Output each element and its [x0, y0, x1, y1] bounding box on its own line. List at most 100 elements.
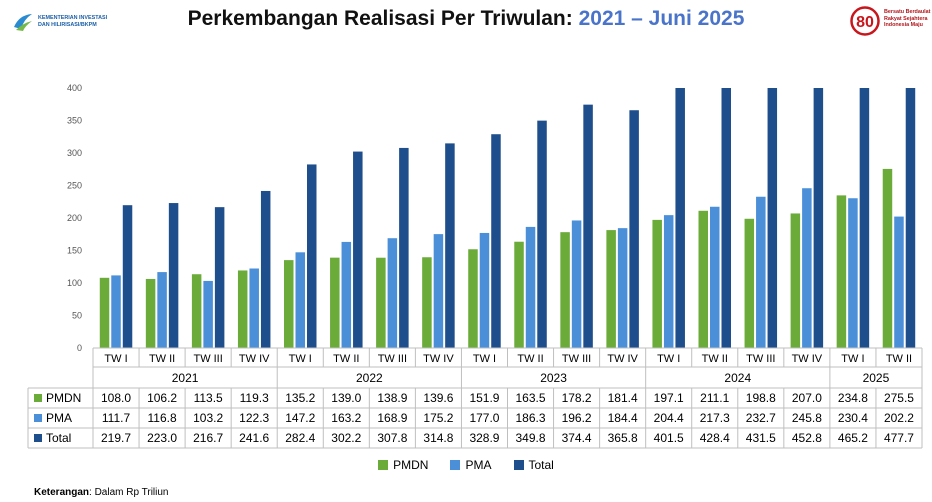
y-tick-label: 200 — [67, 213, 82, 223]
legend-swatch-pma — [450, 460, 461, 470]
legend-label-pma: PMA — [465, 458, 492, 472]
title-highlight: 2021 – Juni 2025 — [578, 7, 745, 30]
ministry-logo: KEMENTERIAN INVESTASI DAN HILIRISASI/BKP… — [12, 8, 142, 36]
motto-line2: Rakyat Sejahtera — [884, 15, 928, 22]
data-label: 116.8 — [148, 411, 177, 425]
data-label: 178.2 — [562, 391, 592, 405]
bar-pma — [433, 234, 444, 348]
title-main: Perkembangan Realisasi Per Triwulan: — [187, 7, 579, 30]
anniversary-number: 80 — [856, 14, 874, 31]
bar-total — [905, 88, 916, 348]
data-label: 275.5 — [884, 391, 914, 405]
y-tick-label: 250 — [67, 181, 82, 191]
bar-pma — [894, 216, 904, 348]
bar-pmdn — [514, 241, 524, 348]
year-label: 2021 — [172, 371, 199, 385]
legend-label-pmdn: PMDN — [393, 458, 429, 472]
x-tick-label: TW IV — [607, 353, 638, 365]
bar-pmdn — [744, 218, 755, 348]
bar-pma — [387, 238, 398, 348]
anniversary-80-icon: 80 — [850, 6, 880, 36]
bar-pmdn — [330, 257, 340, 348]
data-label: 282.4 — [285, 431, 315, 445]
x-tick-label: TW III — [746, 353, 775, 365]
data-label: 211.1 — [700, 391, 729, 405]
bar-pmdn — [836, 195, 847, 348]
bar-pma — [802, 188, 812, 348]
ministry-name-line2: DAN HILIRISASI/BKPM — [38, 22, 97, 28]
data-label: 302.2 — [331, 431, 361, 445]
data-label: 223.0 — [147, 431, 177, 445]
year-label: 2024 — [724, 371, 751, 385]
bar-pmdn — [145, 278, 156, 348]
data-label: 230.4 — [838, 411, 868, 425]
data-label: 245.8 — [792, 411, 822, 425]
bar-total — [859, 88, 870, 348]
year-label: 2023 — [540, 371, 567, 385]
bar-pma — [249, 268, 259, 348]
bar-pmdn — [191, 274, 202, 348]
bar-pma — [756, 196, 766, 348]
bar-total — [491, 134, 501, 348]
bar-pma — [571, 220, 582, 348]
data-label: 234.8 — [838, 391, 868, 405]
bar-total — [813, 88, 824, 348]
data-label: 186.3 — [516, 411, 546, 425]
x-tick-label: TW IV — [423, 353, 454, 365]
bar-total — [353, 151, 363, 348]
bar-pma — [663, 215, 674, 348]
motto-line1: Bersatu Berdaulat — [884, 9, 931, 15]
bar-pmdn — [652, 219, 662, 348]
data-label: 431.5 — [746, 431, 776, 445]
y-tick-label: 100 — [67, 278, 82, 288]
bar-total — [629, 110, 639, 348]
data-label: 232.7 — [746, 411, 776, 425]
footnote-label: Keterangan — [34, 487, 90, 498]
bar-pmdn — [99, 277, 110, 348]
data-label: 401.5 — [654, 431, 684, 445]
bar-pmdn — [468, 249, 478, 348]
y-tick-label: 150 — [67, 246, 82, 256]
x-tick-label: TW III — [562, 353, 591, 365]
data-label: 181.4 — [608, 391, 638, 405]
table-series-label: PMA — [46, 411, 72, 425]
data-label: 177.0 — [469, 411, 499, 425]
x-tick-label: TW IV — [239, 353, 270, 365]
data-label: 207.0 — [792, 391, 822, 405]
bar-pma — [203, 280, 213, 348]
data-label: 216.7 — [193, 431, 223, 445]
x-tick-label: TW III — [193, 353, 222, 365]
legend-item-pma: PMA — [450, 458, 492, 472]
data-label: 328.9 — [469, 431, 499, 445]
data-label: 217.3 — [700, 411, 730, 425]
data-label: 365.8 — [608, 431, 638, 445]
year-label: 2022 — [356, 371, 383, 385]
bar-total — [260, 190, 271, 348]
data-label: 374.4 — [562, 431, 592, 445]
data-label: 138.9 — [377, 391, 407, 405]
anniversary-logo: 80 Bersatu Berdaulat Rakyat Sejahtera In… — [850, 6, 930, 36]
table-legend-key-pma — [34, 414, 42, 422]
data-label: 197.1 — [654, 391, 684, 405]
data-label: 465.2 — [838, 431, 868, 445]
x-tick-label: TW I — [841, 353, 864, 365]
ministry-emblem-icon — [14, 14, 32, 31]
data-label: 108.0 — [101, 391, 131, 405]
bar-pmdn — [790, 213, 801, 348]
bar-pmdn — [606, 230, 616, 348]
footnote: Keterangan: Dalam Rp Triliun — [34, 487, 168, 498]
bar-total — [537, 120, 547, 348]
bar-total — [214, 207, 225, 348]
footnote-text: : Dalam Rp Triliun — [89, 487, 169, 498]
legend-label-total: Total — [528, 458, 554, 472]
x-tick-label: TW II — [517, 353, 543, 365]
data-label: 202.2 — [884, 411, 914, 425]
y-tick-label: 50 — [72, 311, 82, 321]
data-label: 151.9 — [469, 391, 499, 405]
table-series-label: Total — [46, 431, 71, 445]
bar-total — [767, 88, 778, 348]
x-tick-label: TW IV — [792, 353, 823, 365]
data-label: 175.2 — [423, 411, 453, 425]
bar-pma — [295, 252, 305, 348]
data-label: 122.3 — [239, 411, 269, 425]
